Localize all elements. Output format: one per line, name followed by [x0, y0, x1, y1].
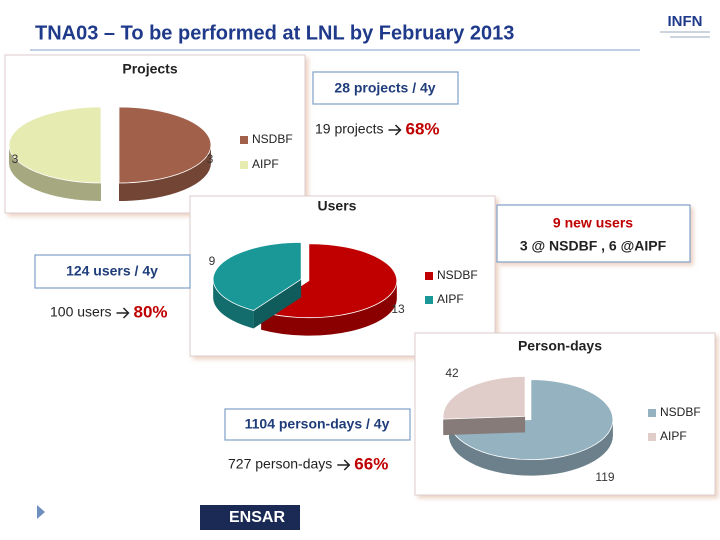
slice-side — [261, 280, 397, 336]
slide-title: TNA03 – To be performed at LNL by Februa… — [35, 22, 514, 44]
chart-title: Users — [318, 198, 357, 214]
percent-text: 68% — [405, 119, 439, 138]
callout-box — [496, 204, 691, 263]
note-text: 1104 person-days / 4y — [245, 416, 390, 432]
slice — [8, 106, 102, 201]
bullet — [37, 505, 45, 519]
legend-label: AIPF — [660, 429, 687, 443]
legend-swatch — [425, 296, 433, 304]
slice-side — [119, 145, 211, 201]
logo-text: ENSAR — [229, 509, 285, 526]
data-label: 3 — [207, 152, 214, 166]
legend-label: AIPF — [252, 157, 279, 171]
slice-top — [8, 106, 102, 184]
slice-top — [442, 375, 526, 420]
legend-swatch — [425, 272, 433, 280]
logo-text: INFN — [668, 13, 703, 30]
summary-text: 727 person-days — [228, 456, 332, 472]
legend-label: AIPF — [437, 292, 464, 306]
legend-swatch — [240, 136, 248, 144]
note-text: 28 projects / 4y — [334, 80, 435, 96]
arrow — [337, 459, 351, 471]
summary-text: 19 projects — [315, 121, 383, 137]
slice-top — [118, 106, 212, 184]
data-label: 9 — [209, 254, 216, 268]
arrow — [388, 124, 402, 136]
chart-title: Person-days — [518, 338, 602, 354]
legend-label: NSDBF — [437, 268, 478, 282]
note-box — [312, 71, 459, 105]
legend-label: NSDBF — [252, 132, 293, 146]
slice-top — [448, 379, 614, 460]
ensar-logo: ENSAR — [200, 505, 300, 530]
data-label: 13 — [391, 302, 405, 316]
slice-side — [449, 419, 613, 476]
legend-swatch — [240, 161, 248, 169]
slice-top — [212, 241, 302, 311]
slice-cut — [443, 416, 526, 436]
note-box — [34, 254, 191, 289]
callout-text: 9 new users — [553, 215, 633, 231]
chart-title: Projects — [122, 61, 177, 77]
data-label: 3 — [12, 152, 19, 166]
data-label: 42 — [445, 366, 459, 380]
slice — [118, 106, 212, 201]
note-box — [224, 408, 411, 441]
percent-text: 66% — [354, 454, 388, 473]
slice-side — [9, 145, 101, 201]
legend-swatch — [648, 409, 656, 417]
arrow — [116, 307, 130, 319]
percent-text: 80% — [133, 302, 167, 321]
callout-text: 3 @ NSDBF , 6 @AIPF — [520, 238, 667, 254]
slice-side — [213, 279, 254, 329]
legend-label: NSDBF — [660, 405, 701, 419]
slice — [442, 375, 526, 436]
data-label: 119 — [595, 470, 614, 484]
note-text: 124 users / 4y — [66, 263, 158, 279]
summary-text: 100 users — [50, 304, 111, 320]
slice-cut — [253, 279, 302, 329]
infn-logo: INFN — [655, 8, 715, 48]
legend-swatch — [648, 433, 656, 441]
slice — [212, 241, 302, 329]
